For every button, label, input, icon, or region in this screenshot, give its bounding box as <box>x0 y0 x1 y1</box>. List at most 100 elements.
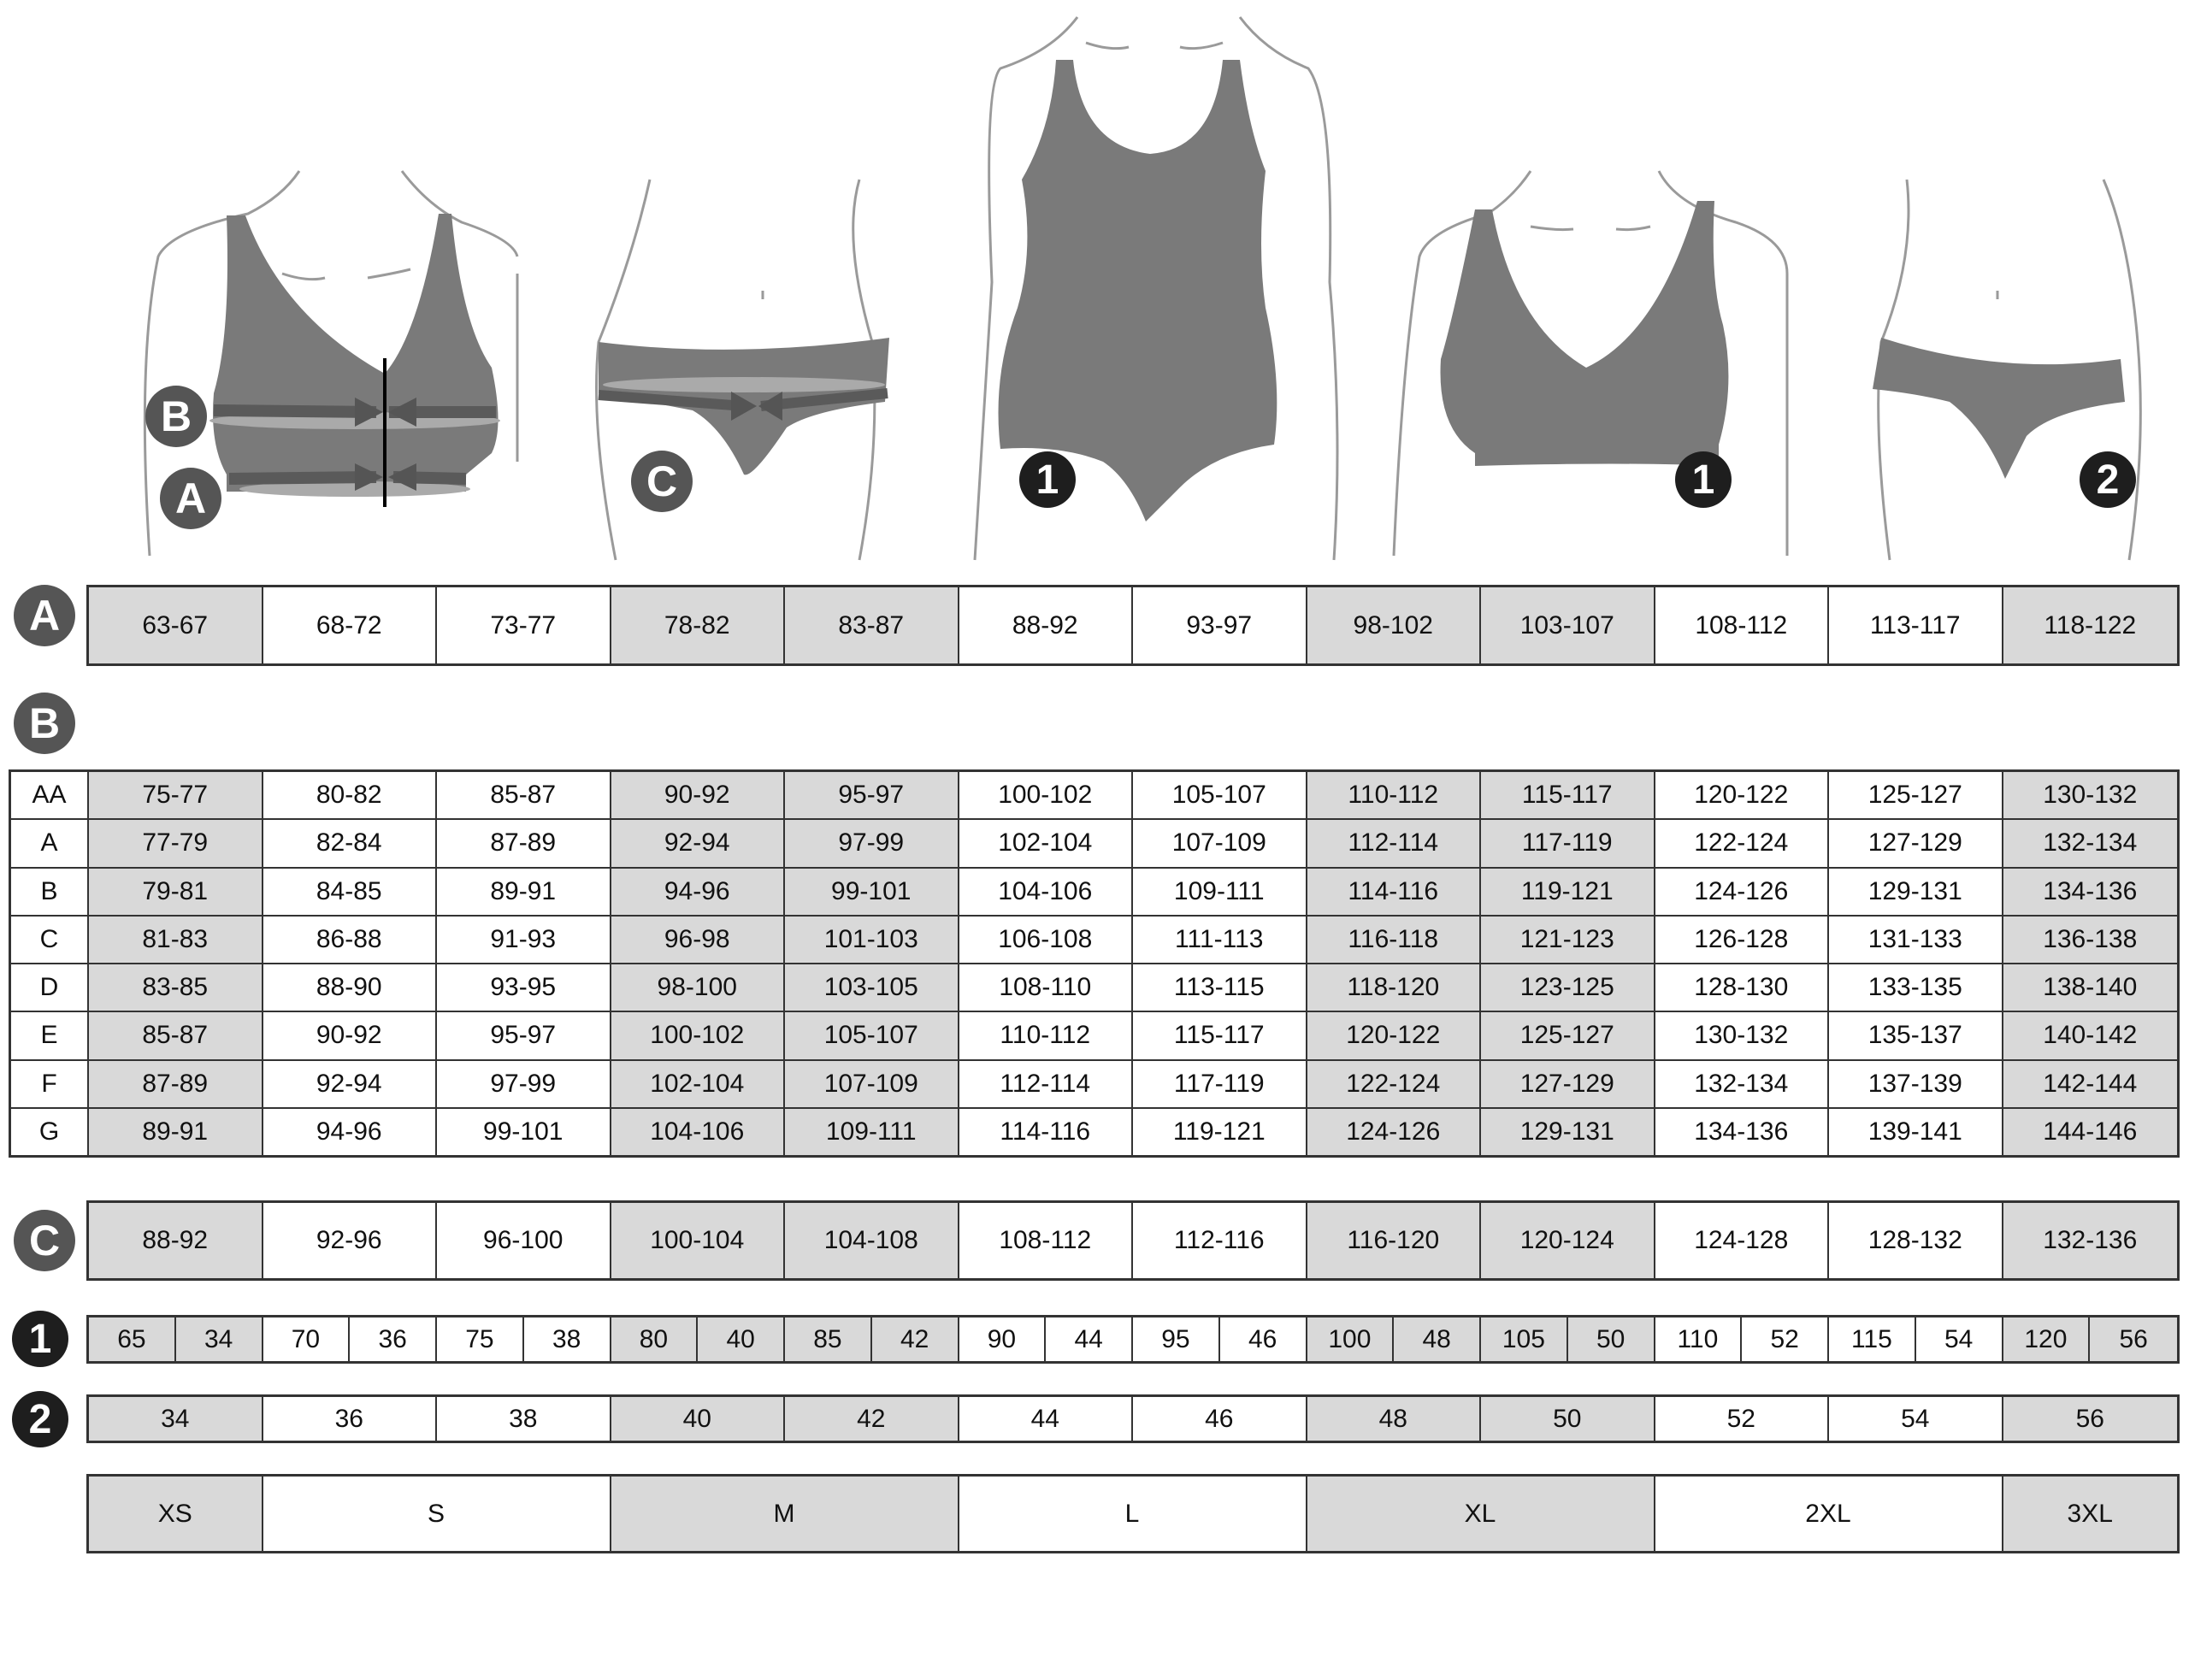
bust-cell: 122-124 <box>1307 1060 1481 1109</box>
bust-cell: 88-90 <box>263 964 437 1013</box>
size-1-cell: 52 <box>1742 1317 1829 1361</box>
bodysuit-illustration <box>998 60 1277 522</box>
bust-cell: 75-77 <box>89 772 263 821</box>
bust-cell: 87-89 <box>437 820 611 869</box>
bust-cell: 99-101 <box>437 1108 611 1155</box>
bust-cell: 91-93 <box>437 916 611 964</box>
underbust-cell: 93-97 <box>1133 587 1307 663</box>
size-1-cell: 40 <box>698 1317 785 1361</box>
bust-cell: 111-113 <box>1133 916 1307 964</box>
hip-cell: 104-108 <box>785 1203 959 1278</box>
bust-cell: 105-107 <box>1133 772 1307 821</box>
underbust-cell: 103-107 <box>1481 587 1655 663</box>
bust-cell: 128-130 <box>1655 964 1829 1013</box>
bust-cell: 85-87 <box>89 1012 263 1061</box>
bust-cell: 89-91 <box>89 1108 263 1155</box>
letter-size-cell: XS <box>89 1477 263 1551</box>
bust-cell: 134-136 <box>2003 868 2177 917</box>
bust-cell: 101-103 <box>785 916 959 964</box>
bust-cell: 100-102 <box>959 772 1133 821</box>
bust-cell: 112-114 <box>1307 820 1481 869</box>
badge-2-figure: 2 <box>2080 451 2136 508</box>
bust-cell: 124-126 <box>1307 1108 1481 1155</box>
bust-cell: 106-108 <box>959 916 1133 964</box>
hip-cell: 108-112 <box>959 1203 1133 1278</box>
hip-cell: 128-132 <box>1829 1203 2003 1278</box>
bust-cell: 117-119 <box>1481 820 1655 869</box>
size-2-cell: 50 <box>1481 1397 1655 1441</box>
size-1-cell: 100 <box>1307 1317 1395 1361</box>
bust-cell: 110-112 <box>1307 772 1481 821</box>
bust-cell: 132-134 <box>1655 1060 1829 1109</box>
hip-cell: 124-128 <box>1655 1203 1829 1278</box>
hip-cell: 96-100 <box>437 1203 611 1278</box>
bust-cell: 92-94 <box>263 1060 437 1109</box>
cup-label: F <box>11 1060 89 1109</box>
badge-b-figure: B <box>145 386 207 447</box>
bust-cell: 119-121 <box>1133 1108 1307 1155</box>
size-2-cell: 42 <box>785 1397 959 1441</box>
hip-cell: 120-124 <box>1481 1203 1655 1278</box>
underbust-cell: 118-122 <box>2003 587 2177 663</box>
bust-cell: 113-115 <box>1133 964 1307 1013</box>
bust-cell: 127-129 <box>1481 1060 1655 1109</box>
bust-cell: 131-133 <box>1829 916 2003 964</box>
size-1-cell: 115 <box>1829 1317 1916 1361</box>
bust-cell: 105-107 <box>785 1012 959 1061</box>
underbust-cell: 73-77 <box>437 587 611 663</box>
bust-cell: 137-139 <box>1829 1060 2003 1109</box>
bust-cell: 127-129 <box>1829 820 2003 869</box>
badge-a: A <box>14 585 75 646</box>
bust-cell: 89-91 <box>437 868 611 917</box>
size-1-cell: 95 <box>1133 1317 1220 1361</box>
bust-cell: 126-128 <box>1655 916 1829 964</box>
letter-size-cell: 3XL <box>2003 1477 2177 1551</box>
size-1-cell: 85 <box>785 1317 872 1361</box>
cup-label: D <box>11 964 89 1013</box>
bust-cell: 119-121 <box>1481 868 1655 917</box>
cup-label: C <box>11 916 89 964</box>
bust-cell: 84-85 <box>263 868 437 917</box>
letter-size-cell: XL <box>1307 1477 1655 1551</box>
bust-cell: 118-120 <box>1307 964 1481 1013</box>
hip-cell: 88-92 <box>89 1203 263 1278</box>
bust-cell: 87-89 <box>89 1060 263 1109</box>
bust-cell: 114-116 <box>1307 868 1481 917</box>
size-2-cell: 44 <box>959 1397 1133 1441</box>
size-2-cell: 40 <box>611 1397 785 1441</box>
underbust-table: 63-67 68-72 73-77 78-82 83-87 88-92 93-97 98-10… <box>86 585 2180 666</box>
size-1-cell: 120 <box>2003 1317 2091 1361</box>
bust-cell: 90-92 <box>263 1012 437 1061</box>
bust-cell: 134-136 <box>1655 1108 1829 1155</box>
badge-1-figure-2: 1 <box>1675 451 1732 508</box>
bust-cell: 100-102 <box>611 1012 785 1061</box>
hip-table: 88-92 92-96 96-100 100-104 104-108 108-112 112… <box>86 1200 2180 1281</box>
size-2-cell: 46 <box>1133 1397 1307 1441</box>
bust-cell: 95-97 <box>437 1012 611 1061</box>
underbust-cell: 108-112 <box>1655 587 1829 663</box>
size-1-cell: 90 <box>959 1317 1047 1361</box>
bust-cell: 138-140 <box>2003 964 2177 1013</box>
hip-cell: 116-120 <box>1307 1203 1481 1278</box>
bust-cell: 82-84 <box>263 820 437 869</box>
bust-cell: 121-123 <box>1481 916 1655 964</box>
bra-illustration-2 <box>1440 201 1729 466</box>
size-1-cell: 48 <box>1394 1317 1481 1361</box>
bust-cell: 132-134 <box>2003 820 2177 869</box>
cup-label: E <box>11 1012 89 1061</box>
bust-cell: 94-96 <box>611 868 785 917</box>
underbust-cell: 78-82 <box>611 587 785 663</box>
bust-cell: 80-82 <box>263 772 437 821</box>
size-2-cell: 54 <box>1829 1397 2003 1441</box>
hip-cell: 112-116 <box>1133 1203 1307 1278</box>
bust-cell: 116-118 <box>1307 916 1481 964</box>
bust-cell: 136-138 <box>2003 916 2177 964</box>
bust-cell: 107-109 <box>785 1060 959 1109</box>
bust-cell: 104-106 <box>611 1108 785 1155</box>
size-1-cell: 80 <box>611 1317 699 1361</box>
badge-b: B <box>14 693 75 754</box>
bust-cell: 83-85 <box>89 964 263 1013</box>
underbust-cell: 63-67 <box>89 587 263 663</box>
size-1-cell: 105 <box>1481 1317 1568 1361</box>
badge-a-figure: A <box>160 468 221 529</box>
